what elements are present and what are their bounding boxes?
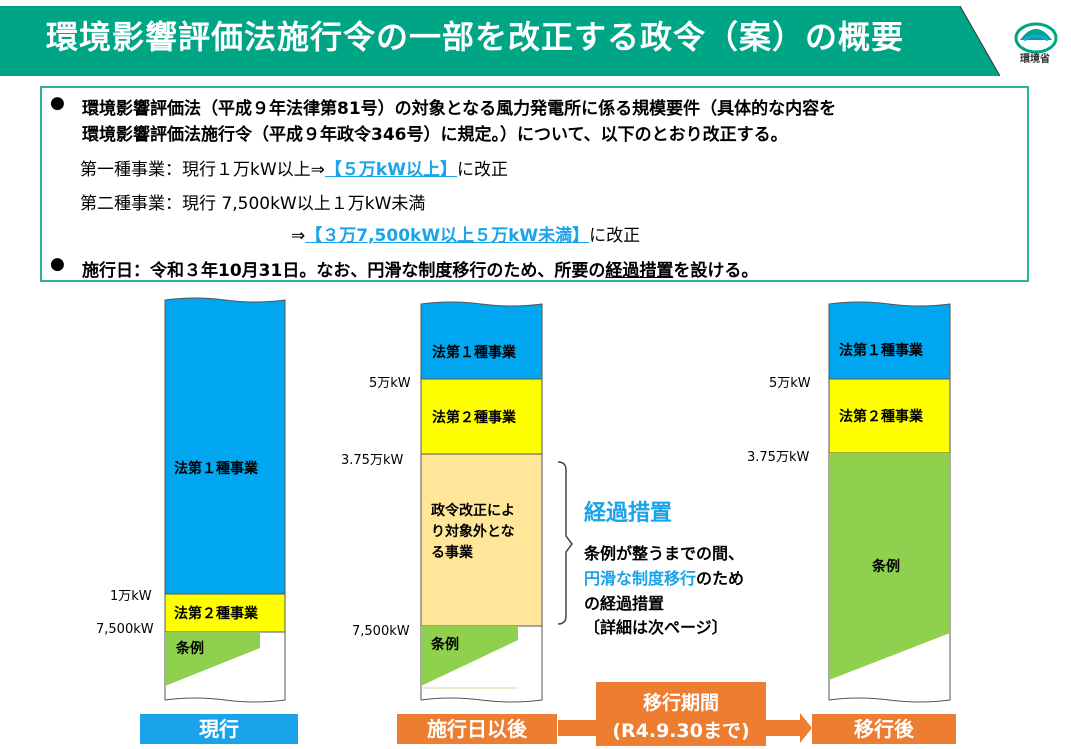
type1-suffix: に改正	[456, 160, 508, 180]
transition-line-3: の経過措置	[584, 594, 665, 613]
transition-line-1: 条例が整うまでの間、	[584, 544, 745, 563]
transition-title: 経過措置	[584, 501, 673, 526]
type2-revision: 第二種事業：現行 7,500kW以上１万kW未満	[80, 194, 426, 214]
transition-period-box	[596, 682, 766, 746]
ministry-logo-icon	[1014, 22, 1058, 54]
type2-new: 【３万7,500kW以上５万kW未満】	[305, 226, 590, 246]
current-label-10k: 1万kW	[110, 589, 152, 604]
after-excluded-line-2: り対象外とな	[431, 524, 515, 540]
page-title: 環境影響評価法施行令の一部を改正する政令（案）の概要	[46, 18, 905, 56]
type1-revision: 第一種事業：現行１万kW以上⇒【５万kW以上】に改正	[80, 155, 508, 180]
after-ordinance-seg: 条例	[431, 637, 459, 653]
final-type1-seg: 法第１種事業	[839, 343, 923, 359]
transition-bracket	[557, 461, 573, 625]
date-em: 経過措置	[605, 261, 674, 281]
transition-line-2: 円滑な制度移行のため	[584, 565, 744, 589]
type1-new: 【５万kW以上】	[324, 160, 457, 180]
after-type1-seg: 法第１種事業	[432, 345, 516, 361]
logo-label: 環境省	[1020, 54, 1050, 65]
type1-prefix: 第一種事業：現行１万kW以上⇒	[80, 160, 325, 180]
summary-box	[40, 86, 1029, 282]
after-label-50k: 5万kW	[369, 376, 411, 391]
transition-arrow-right	[762, 713, 812, 743]
after-type2-seg: 法第２種事業	[432, 410, 516, 426]
bullet-dot: ●	[50, 93, 65, 113]
transition-line-4: 〔詳細は次ページ〕	[584, 618, 728, 637]
date-suffix: を設ける。	[673, 261, 759, 281]
period-date: (R4.9.30まで)	[612, 720, 750, 742]
current-ordinance-seg: 条例	[176, 641, 204, 657]
type2-new-line: ⇒【３万7,500kW以上５万kW未満】に改正	[291, 221, 640, 246]
column-after	[420, 301, 543, 703]
final-type2-seg: 法第２種事業	[839, 409, 923, 425]
final-label-50k: 5万kW	[769, 376, 811, 391]
title-bar	[0, 5, 1000, 76]
final-ordinance-seg: 条例	[872, 559, 900, 575]
bullet-dot: ●	[50, 254, 65, 274]
summary-line-2: 環境影響評価法施行令（平成９年政令346号）に規定。）について、以下のとおり改正…	[82, 125, 788, 145]
column-final	[828, 301, 951, 703]
period-label: 移行期間	[642, 692, 719, 714]
tag-final: 移行後	[812, 714, 956, 744]
current-type1-seg: 法第１種事業	[174, 461, 258, 477]
tag-after: 施行日以後	[397, 714, 557, 744]
type2-suffix: に改正	[589, 226, 641, 246]
final-label-37k: 3.75万kW	[747, 450, 810, 465]
effective-date: 施行日：令和３年10月31日。なお、円滑な制度移行のため、所要の経過措置を設ける…	[82, 256, 758, 281]
column-current	[164, 297, 286, 703]
date-prefix: 施行日：令和３年10月31日。なお、円滑な制度移行のため、所要の	[82, 261, 606, 281]
after-label-7500: 7,500kW	[352, 624, 410, 639]
after-excluded-line-3: る事業	[431, 545, 473, 561]
transition-line-2-em: 円滑な制度移行	[584, 569, 697, 588]
transition-line-2-suffix: のため	[696, 569, 745, 588]
current-label-7500: 7,500kW	[96, 622, 154, 637]
after-excluded-line-1: 政令改正によ	[431, 503, 515, 519]
summary-line-1: 環境影響評価法（平成９年法律第81号）の対象となる風力発電所に係る規模要件（具体…	[82, 99, 837, 119]
tag-current: 現行	[140, 714, 298, 744]
after-label-37k: 3.75万kW	[341, 453, 404, 468]
type2-arrow: ⇒	[291, 226, 306, 246]
current-type2-seg: 法第２種事業	[174, 606, 258, 622]
